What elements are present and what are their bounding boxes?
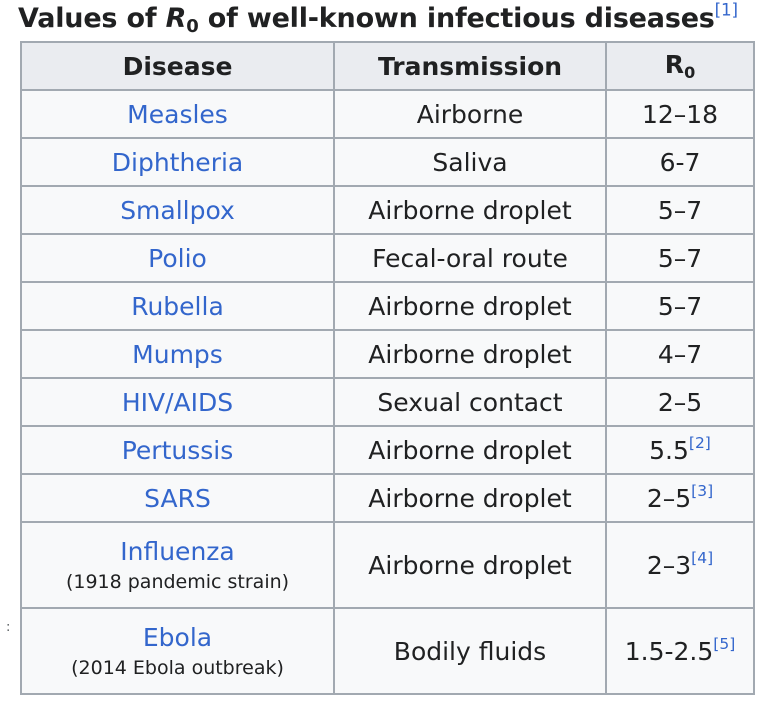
disease-link[interactable]: Ebola xyxy=(142,623,213,652)
transmission-cell: Airborne droplet xyxy=(333,185,607,235)
disease-cell: Pertussis xyxy=(20,425,335,475)
disease-cell: Rubella xyxy=(20,281,335,331)
transmission-cell: Airborne droplet xyxy=(333,329,607,379)
disease-cell: Ebola (2014 Ebola outbreak) xyxy=(20,607,335,695)
r0-value: 4–7 xyxy=(657,339,703,369)
disease-note: (1918 pandemic strain) xyxy=(65,571,290,593)
table-caption: Values of R0 of well-known infectious di… xyxy=(18,0,738,44)
disease-link[interactable]: Rubella xyxy=(131,291,224,321)
r0-cell: 2–3[4] xyxy=(605,521,755,609)
r0-value: 5–7 xyxy=(657,291,703,321)
r0-cell: 1.5-2.5[5] xyxy=(605,607,755,695)
table-row: Diphtheria Saliva 6-7 xyxy=(20,137,755,187)
transmission-cell: Sexual contact xyxy=(333,377,607,427)
r0-value: 12–18 xyxy=(641,99,719,129)
disease-link[interactable]: Diphtheria xyxy=(111,147,244,177)
transmission-cell: Fecal-oral route xyxy=(333,233,607,283)
table-row: Measles Airborne 12–18 xyxy=(20,89,755,139)
disease-note: (2014 Ebola outbreak) xyxy=(71,657,284,679)
r0-table: Disease Transmission R0 Measles Airborne 1… xyxy=(20,41,755,695)
disease-cell: Smallpox xyxy=(20,185,335,235)
transmission-cell: Saliva xyxy=(333,137,607,187)
disease-link[interactable]: Influenza xyxy=(120,537,235,566)
r0-cell: 6-7 xyxy=(605,137,755,187)
r0-value: 5–7 xyxy=(657,195,703,225)
caption-symbol: R xyxy=(165,3,187,34)
r0-cell: 5–7 xyxy=(605,281,755,331)
r0-value: 6-7 xyxy=(659,147,701,177)
disease-link[interactable]: SARS xyxy=(144,483,211,513)
reference-link[interactable]: [3] xyxy=(691,481,714,500)
reference-superscript[interactable]: [4] xyxy=(691,549,713,567)
header-disease: Disease xyxy=(20,41,335,91)
r0-value: 2–3 xyxy=(646,550,692,580)
reference-superscript[interactable]: [5] xyxy=(713,635,735,653)
reference-link[interactable]: [4] xyxy=(691,548,714,567)
r0-cell: 2–5 xyxy=(605,377,755,427)
disease-cell: Polio xyxy=(20,233,335,283)
transmission-cell: Airborne droplet xyxy=(333,425,607,475)
transmission-cell: Airborne droplet xyxy=(333,281,607,331)
header-r0-symbol: R xyxy=(664,50,685,79)
r0-cell: 4–7 xyxy=(605,329,755,379)
header-r0: R0 xyxy=(605,41,755,91)
header-r0-subscript: 0 xyxy=(684,63,696,82)
table-row: Polio Fecal-oral route 5–7 xyxy=(20,233,755,283)
r0-cell: 5–7 xyxy=(605,233,755,283)
r0-cell: 2–5[3] xyxy=(605,473,755,523)
disease-link[interactable]: Mumps xyxy=(132,339,223,369)
reference-superscript[interactable]: [3] xyxy=(691,482,713,500)
stray-mark: : xyxy=(6,620,11,635)
transmission-cell: Bodily fluids xyxy=(333,607,607,695)
caption-subscript: 0 xyxy=(186,16,199,37)
reference-link[interactable]: [2] xyxy=(688,433,711,452)
table-row: Influenza (1918 pandemic strain) Airborne … xyxy=(20,521,755,609)
disease-cell: Mumps xyxy=(20,329,335,379)
table-row: Mumps Airborne droplet 4–7 xyxy=(20,329,755,379)
r0-value: 2–5 xyxy=(657,387,703,417)
disease-link[interactable]: Pertussis xyxy=(121,435,234,465)
header-row: Disease Transmission R0 xyxy=(20,41,755,91)
r0-cell: 12–18 xyxy=(605,89,755,139)
disease-link[interactable]: HIV/AIDS xyxy=(121,387,234,417)
disease-cell: Diphtheria xyxy=(20,137,335,187)
table-row: Smallpox Airborne droplet 5–7 xyxy=(20,185,755,235)
disease-cell: SARS xyxy=(20,473,335,523)
reference-link[interactable]: [5] xyxy=(713,634,736,653)
caption-suffix: of well-known infectious diseases xyxy=(198,3,715,34)
transmission-cell: Airborne xyxy=(333,89,607,139)
disease-cell: Influenza (1918 pandemic strain) xyxy=(20,521,335,609)
table-row: Ebola (2014 Ebola outbreak) Bodily fluids 1… xyxy=(20,607,755,695)
disease-cell: Measles xyxy=(20,89,335,139)
transmission-cell: Airborne droplet xyxy=(333,521,607,609)
reference-superscript[interactable]: [2] xyxy=(689,434,711,452)
table-row: SARS Airborne droplet 2–5[3] xyxy=(20,473,755,523)
caption-reference[interactable]: [1] xyxy=(715,0,738,19)
disease-link[interactable]: Polio xyxy=(148,243,207,273)
disease-link[interactable]: Smallpox xyxy=(120,195,235,225)
header-transmission: Transmission xyxy=(333,41,607,91)
table-row: Pertussis Airborne droplet 5.5[2] xyxy=(20,425,755,475)
transmission-cell: Airborne droplet xyxy=(333,473,607,523)
disease-cell: HIV/AIDS xyxy=(20,377,335,427)
r0-value: 1.5-2.5 xyxy=(624,636,714,666)
caption-prefix: Values of xyxy=(18,3,166,34)
r0-value: 5–7 xyxy=(657,243,703,273)
table-row: HIV/AIDS Sexual contact 2–5 xyxy=(20,377,755,427)
disease-link[interactable]: Measles xyxy=(127,99,228,129)
r0-value: 5.5 xyxy=(649,435,689,465)
r0-cell: 5–7 xyxy=(605,185,755,235)
r0-cell: 5.5[2] xyxy=(605,425,755,475)
r0-value: 2–5 xyxy=(646,483,692,513)
caption-reference-link[interactable]: [1] xyxy=(714,0,738,20)
table-row: Rubella Airborne droplet 5–7 xyxy=(20,281,755,331)
